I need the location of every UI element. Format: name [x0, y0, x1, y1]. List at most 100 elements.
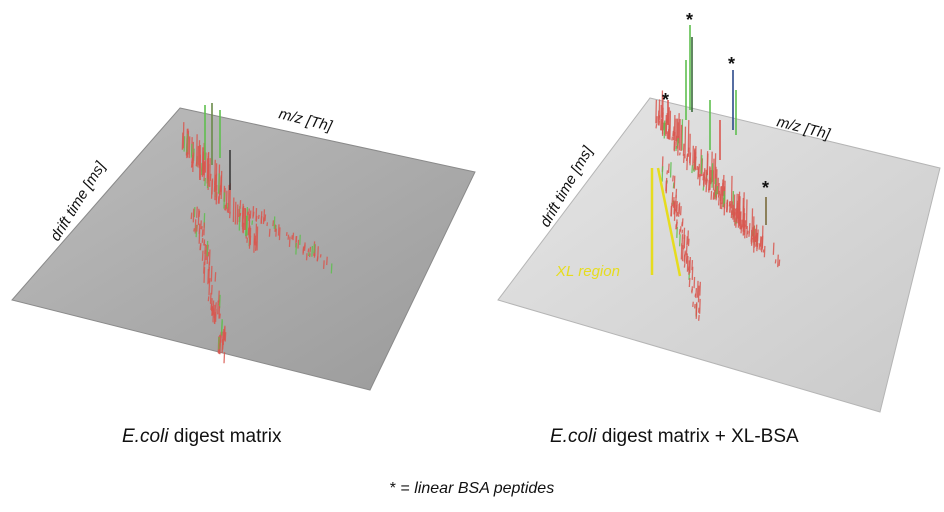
peak-stroke — [201, 238, 204, 243]
peak-stroke — [203, 241, 206, 246]
peak-stroke — [248, 208, 250, 221]
peak-stroke — [698, 314, 700, 321]
peak-stroke — [305, 253, 308, 261]
peak-stroke — [203, 161, 206, 176]
peak-stroke — [663, 120, 666, 139]
peak-stroke — [691, 286, 694, 294]
peak-stroke — [667, 163, 670, 174]
peak-stroke — [297, 239, 300, 249]
peak-stroke — [242, 206, 245, 219]
peak-stroke — [746, 230, 749, 235]
peak-stroke — [683, 263, 686, 268]
peak-stroke — [745, 199, 748, 229]
peak-stroke — [762, 249, 765, 253]
peak-stroke — [257, 214, 260, 220]
peak-stroke — [754, 228, 757, 238]
peak-stroke — [201, 229, 204, 237]
footnote: * = linear BSA peptides — [0, 480, 944, 498]
peak-stroke — [722, 197, 725, 208]
peak-stroke — [256, 226, 259, 251]
peak-stroke — [672, 135, 675, 141]
peak-stroke — [718, 197, 720, 206]
peak-stroke — [666, 112, 668, 124]
peak-stroke — [207, 268, 210, 285]
peak-stroke — [208, 280, 211, 296]
peak-stroke — [657, 110, 660, 126]
peak-stroke — [666, 131, 669, 139]
peak-stroke — [323, 260, 325, 269]
peak-stroke — [655, 124, 658, 129]
peak-stroke — [274, 224, 277, 232]
peak-stroke — [239, 212, 242, 217]
peak-stroke — [739, 211, 742, 221]
peak-stroke — [706, 153, 709, 176]
peak-stroke — [681, 248, 684, 262]
peak-stroke — [702, 171, 705, 185]
peak-stroke — [665, 115, 667, 137]
peak-stroke — [686, 153, 689, 158]
peak-stroke — [330, 263, 333, 274]
peak-stroke — [687, 230, 689, 245]
peak-stroke — [228, 211, 231, 219]
peak-stroke — [317, 246, 319, 258]
peak-stroke — [713, 189, 716, 200]
peak-stroke — [687, 147, 690, 157]
peak-stroke — [684, 126, 687, 159]
peak-stroke — [193, 207, 196, 218]
peak-stroke — [712, 192, 715, 200]
peak-stroke — [188, 136, 191, 159]
peak-stroke — [204, 152, 207, 173]
peak-stroke — [734, 212, 736, 226]
peak-stroke — [201, 147, 204, 177]
peak-stroke — [209, 173, 212, 181]
peak-stroke — [731, 201, 733, 216]
peak-stroke — [291, 235, 293, 240]
peak-stroke — [723, 195, 726, 204]
peak-stroke — [666, 170, 669, 175]
peak-stroke — [681, 229, 684, 234]
peak-stroke — [260, 211, 263, 224]
peak-stroke — [694, 145, 697, 171]
peak-stroke — [683, 153, 685, 163]
peak-stroke — [658, 120, 661, 126]
left-caption-italic: E.coli — [122, 426, 169, 447]
peak-stroke — [680, 124, 683, 152]
peak-stroke — [203, 267, 206, 283]
peak-stroke — [681, 245, 684, 249]
peak-stroke — [678, 229, 681, 235]
peak-stroke — [676, 118, 679, 142]
peak-stroke — [215, 163, 218, 191]
peak-stroke — [695, 302, 698, 319]
peak-stroke — [198, 210, 201, 217]
peak-stroke — [668, 107, 670, 140]
peak-stroke — [208, 266, 210, 284]
peak-stroke — [722, 174, 725, 197]
peak-stroke — [191, 154, 194, 168]
peak-stroke — [273, 216, 276, 229]
peak-stroke — [209, 292, 212, 304]
peak-stroke — [278, 227, 281, 241]
peak-stroke — [661, 112, 664, 134]
peak-stroke — [728, 201, 731, 207]
peak-stroke — [660, 118, 663, 131]
peak-stroke — [753, 236, 756, 248]
peak-stroke — [740, 219, 743, 230]
peak-stroke — [716, 186, 719, 195]
peak-stroke — [316, 257, 319, 261]
peak-stroke — [222, 328, 225, 345]
peak-stroke — [675, 146, 678, 152]
peak-stroke — [763, 245, 766, 258]
footnote-text: linear BSA peptides — [414, 480, 555, 497]
peak-stroke — [249, 210, 252, 219]
peak-stroke — [254, 235, 256, 246]
peak-stroke — [307, 252, 310, 257]
peak-stroke — [687, 266, 690, 271]
peak-stroke — [221, 319, 223, 336]
peak-stroke — [266, 222, 269, 227]
peak-stroke — [309, 246, 312, 253]
peak-stroke — [295, 235, 298, 243]
peak-stroke — [710, 190, 713, 200]
peak-stroke — [686, 255, 689, 272]
peak-stroke — [705, 184, 708, 193]
